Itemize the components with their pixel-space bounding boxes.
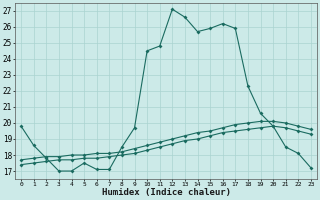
X-axis label: Humidex (Indice chaleur): Humidex (Indice chaleur): [101, 188, 230, 197]
